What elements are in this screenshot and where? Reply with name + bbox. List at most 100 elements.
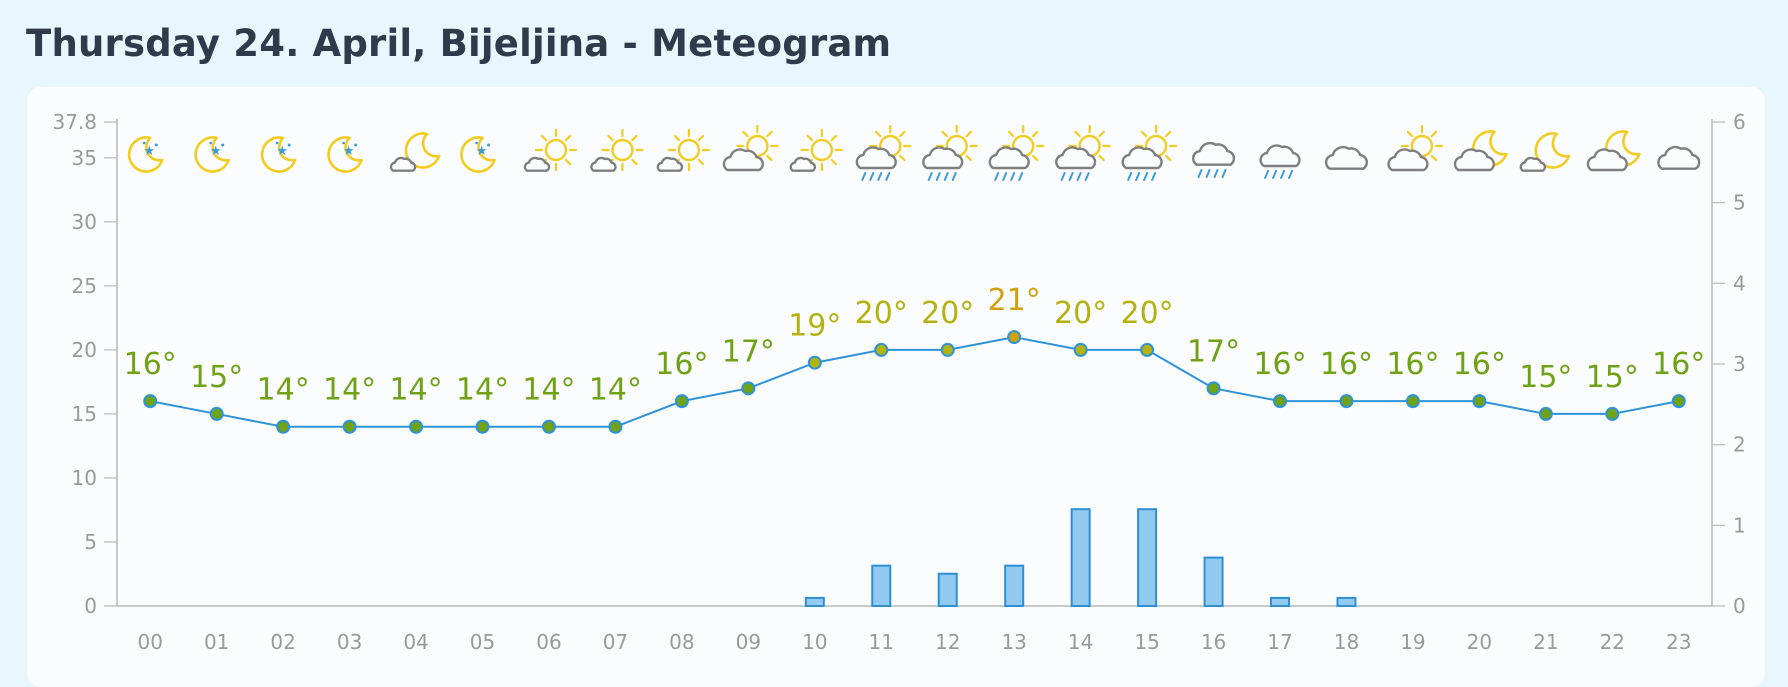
temperature-label: 20°: [921, 296, 974, 331]
y-left-tick-label: 25: [72, 274, 97, 298]
y-right-tick-label: 5: [1733, 191, 1746, 215]
temperature-point: [1405, 394, 1420, 409]
y-right-tick-label: 1: [1733, 513, 1746, 537]
precipitation-bar: [1336, 596, 1357, 607]
temperature-point: [1671, 394, 1686, 409]
temperature-label: 16°: [1453, 347, 1506, 382]
mostly-cloudy-day-icon: [722, 124, 779, 172]
temperature-point: [1273, 394, 1288, 409]
temperature-line: [150, 336, 1679, 428]
x-tick-label: 13: [1001, 630, 1026, 654]
y-right-tick-label: 3: [1733, 352, 1746, 376]
y-left-tick-label: 30: [72, 210, 97, 234]
temperature-point: [475, 419, 490, 434]
partly-cloudy-day-icon: [656, 128, 710, 172]
cloudy-rain-sun-icon: [922, 124, 978, 181]
x-tick-label: 11: [869, 630, 894, 654]
temperature-point: [741, 381, 756, 396]
temperature-label: 17°: [1187, 334, 1240, 369]
precipitation-bar: [1004, 564, 1025, 607]
mostly-cloudy-night-icon: [1586, 130, 1641, 172]
temperature-point: [1140, 342, 1155, 357]
temperature-label: 14°: [323, 373, 376, 408]
clear-night-icon: ★: [460, 136, 496, 173]
light-rain-icon: [1259, 144, 1301, 179]
cloudy-rain-sun-icon: [1121, 124, 1178, 181]
temperature-label: 14°: [389, 373, 442, 408]
cloudy-rain-sun-icon: [988, 124, 1045, 181]
precipitation-bar: [1270, 596, 1291, 607]
y-right-tick-label: 4: [1733, 271, 1746, 295]
x-tick-label: 19: [1400, 630, 1425, 654]
temperature-label: 16°: [1386, 347, 1439, 382]
cloudy-rain-sun-icon: [855, 124, 912, 181]
temperature-label: 15°: [1586, 360, 1639, 395]
temperature-label: 16°: [1253, 347, 1306, 382]
svg-text:★: ★: [210, 144, 222, 159]
x-tick-label: 16: [1201, 630, 1226, 654]
temperature-label: 14°: [522, 373, 575, 408]
temperature-label: 20°: [1054, 296, 1107, 331]
partly-cloudy-day-icon: [789, 128, 843, 172]
temperature-point: [807, 355, 822, 370]
x-tick-label: 07: [603, 630, 628, 654]
x-tick-label: 21: [1533, 630, 1558, 654]
x-tick-label: 20: [1467, 630, 1492, 654]
y-right-tick-label: 6: [1733, 110, 1746, 134]
x-tick-label: 12: [935, 630, 960, 654]
temperature-point: [209, 406, 224, 421]
temperature-point: [1206, 381, 1221, 396]
temperature-point: [276, 419, 291, 434]
temperature-point: [940, 342, 955, 357]
partly-cloudy-day-icon: [523, 128, 578, 172]
temperature-label: 14°: [456, 373, 509, 408]
temperature-label: 15°: [1519, 360, 1572, 395]
temperature-label: 20°: [1121, 296, 1174, 331]
temperature-point: [1472, 394, 1487, 409]
x-tick-label: 02: [270, 630, 295, 654]
temperature-label: 15°: [190, 360, 243, 395]
temperature-label: 16°: [124, 347, 177, 382]
page-title: Thursday 24. April, Bijeljina - Meteogra…: [26, 22, 892, 65]
temperature-point: [409, 419, 424, 434]
y-left-tick-label: 35: [72, 146, 97, 170]
temperature-point: [541, 419, 556, 434]
y-left-tick-label: 37.8: [52, 110, 97, 134]
temperature-point: [674, 394, 689, 409]
temperature-point: [608, 419, 623, 434]
x-tick-label: 14: [1068, 630, 1093, 654]
y-left-tick-label: 0: [84, 594, 97, 618]
x-tick-label: 10: [802, 630, 827, 654]
weather-icons-row: ★ ★ ★ ★ ★: [127, 124, 1701, 181]
cloud-icon: [1657, 145, 1701, 170]
temperature-label: 17°: [722, 334, 775, 369]
precipitation-bar: [1070, 508, 1091, 608]
x-tick-label: 22: [1600, 630, 1625, 654]
temperature-point: [342, 419, 357, 434]
x-tick-label: 18: [1334, 630, 1359, 654]
x-tick-label: 04: [403, 630, 428, 654]
x-tick-label: 15: [1134, 630, 1159, 654]
precipitation-bar: [804, 596, 825, 607]
x-tick-label: 17: [1267, 630, 1292, 654]
x-tick-label: 06: [536, 630, 561, 654]
temperature-point: [1073, 342, 1088, 357]
y-right-tick-label: 0: [1733, 594, 1746, 618]
x-tick-label: 01: [204, 630, 229, 654]
meteogram-card: 0 5 10 15 20 25 30 35 37.8 0 1 2 3 4 5 6 00 01 02 03 04 05 06 0…: [27, 87, 1765, 687]
temperature-label: 19°: [788, 309, 841, 344]
partly-cloudy-day-icon: [590, 128, 644, 172]
temperature-label: 14°: [257, 373, 310, 408]
x-tick-label: 00: [138, 630, 163, 654]
partly-cloudy-night-icon: [1519, 132, 1571, 172]
clear-night-icon: ★: [127, 136, 164, 173]
precipitation-bars: [804, 508, 1357, 608]
rain-icon: [1191, 141, 1236, 178]
temperature-point: [1538, 406, 1553, 421]
svg-text:★: ★: [143, 144, 155, 159]
mostly-cloudy-night-icon: [1453, 130, 1508, 172]
y-right-tick-label: 2: [1733, 433, 1746, 457]
temperature-point: [1605, 406, 1620, 421]
